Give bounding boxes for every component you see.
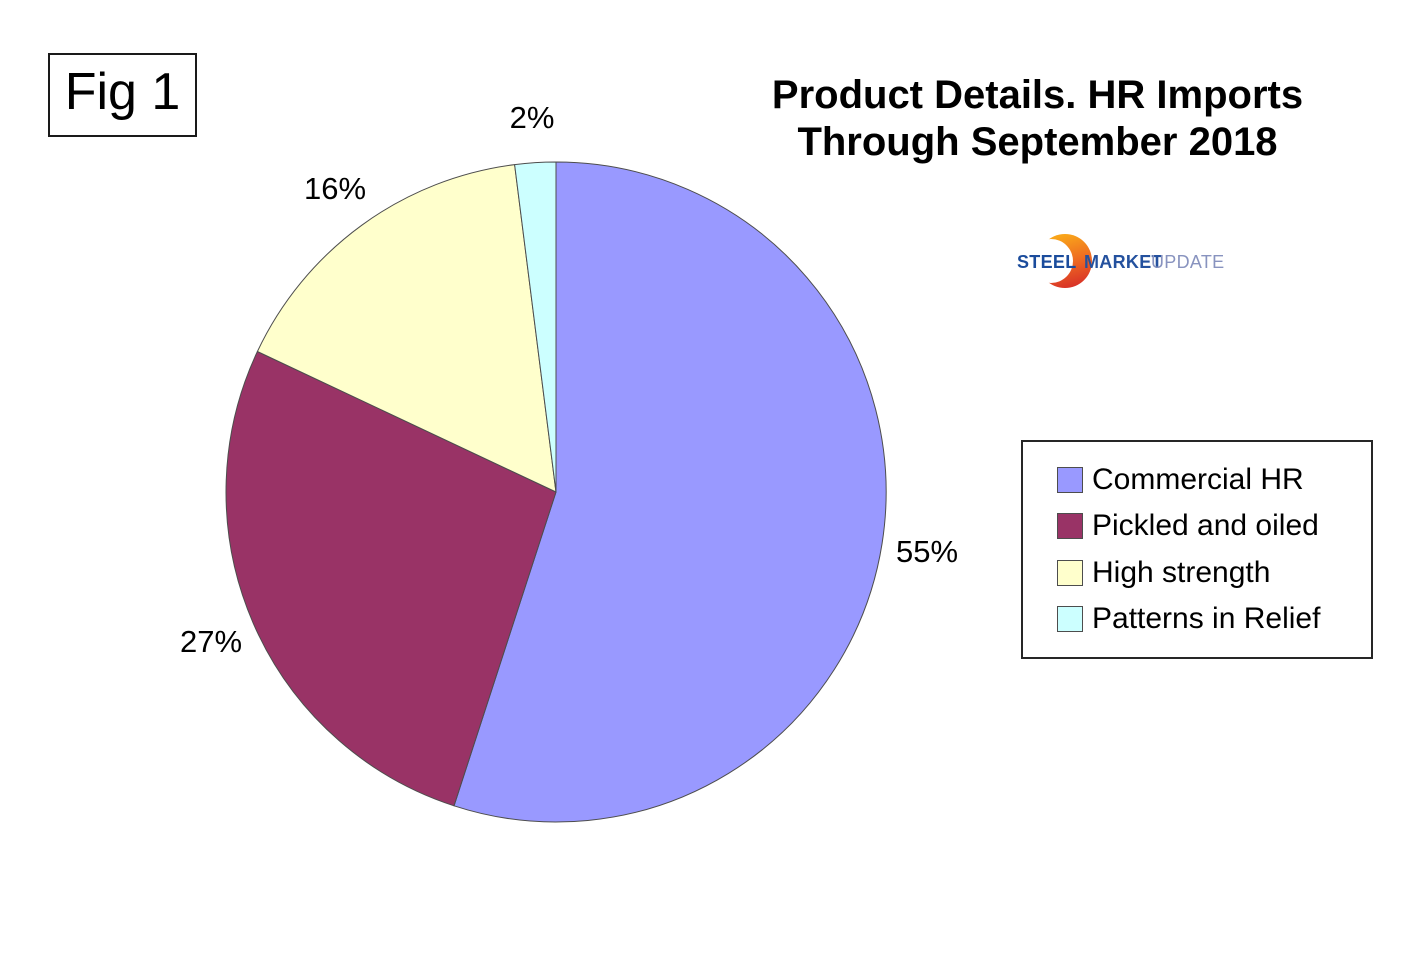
legend-swatch-pickled-and-oiled: [1057, 513, 1083, 540]
pie-data-label-pickled-and-oiled: 27%: [180, 624, 242, 659]
steel-market-update-logo: STEEL MARKET UPDATE: [1014, 231, 1224, 291]
legend-label-commercial-hr: Commercial HR: [1092, 462, 1304, 496]
legend-item: High strength: [1057, 555, 1361, 589]
logo-crescent-icon: [1029, 234, 1092, 288]
pie-slice-high-strength: [256, 164, 557, 493]
chart-title-line1: Product Details. HR Imports: [771, 73, 1304, 117]
legend-item: Commercial HR: [1057, 462, 1361, 496]
pie-data-label-patterns-in-relief: 2%: [510, 100, 555, 135]
pie-slice-commercial-hr: [453, 161, 887, 823]
legend-label-patterns-in-relief: Patterns in Relief: [1092, 602, 1321, 636]
logo-text-update: UPDATE: [1151, 252, 1225, 272]
figure-label: Fig 1: [64, 63, 181, 121]
legend-swatch-commercial-hr: [1057, 466, 1083, 493]
chart-title-line2: Through September 2018: [797, 120, 1278, 164]
pie-slice-pickled-and-oiled: [225, 351, 557, 807]
legend-swatch-patterns-in-relief: [1057, 606, 1083, 633]
legend-item: Patterns in Relief: [1057, 604, 1361, 634]
pie-data-label-high-strength: 16%: [304, 171, 366, 206]
legend-item: Pickled and oiled: [1057, 511, 1361, 541]
figure-label-box: Fig 1: [48, 53, 197, 137]
legend: Commercial HR Pickled and oiled High str…: [1021, 440, 1373, 659]
legend-label-high-strength: High strength: [1092, 555, 1271, 589]
logo-text-market: MARKET: [1084, 252, 1163, 272]
logo-text-steel: STEEL: [1017, 252, 1077, 272]
chart-title: Product Details. HR Imports Through Sept…: [770, 72, 1305, 166]
legend-swatch-high-strength: [1057, 559, 1083, 586]
pie-data-label-commercial-hr: 55%: [896, 534, 958, 569]
legend-label-pickled-and-oiled: Pickled and oiled: [1092, 509, 1319, 543]
pie-slice-patterns-in-relief: [514, 161, 557, 493]
